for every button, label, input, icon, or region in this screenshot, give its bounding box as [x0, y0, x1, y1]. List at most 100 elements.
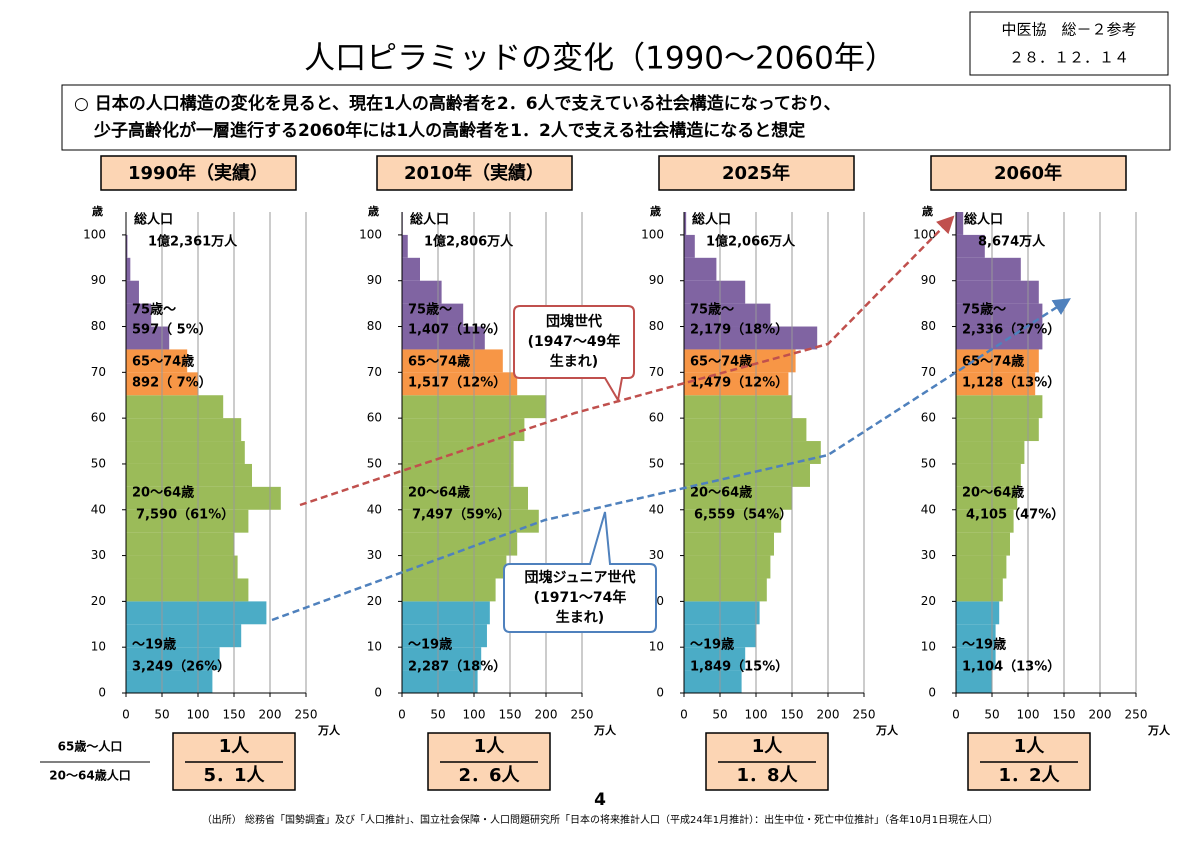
bar	[684, 670, 742, 693]
group-label: 20～64歳	[690, 485, 752, 501]
y-tick-label: 40	[649, 502, 664, 516]
y-tick-label: 100	[913, 227, 936, 241]
bar	[126, 280, 139, 304]
y-tick-label: 20	[921, 594, 936, 608]
bar	[956, 418, 1039, 442]
x-tick-label: 200	[259, 708, 282, 722]
group-label: 65～74歳	[690, 354, 752, 370]
group-label: 1,479（12%）	[690, 375, 788, 391]
bar	[956, 257, 1021, 281]
y-tick-label: 70	[91, 365, 106, 379]
bar	[684, 326, 818, 350]
bar	[126, 532, 234, 556]
bar	[684, 441, 821, 464]
y-tick-label: 10	[649, 640, 664, 654]
bar	[956, 326, 1043, 350]
y-tick-label: 0	[374, 686, 382, 700]
y-axis-label: 歳	[922, 204, 933, 218]
x-tick-label: 200	[535, 708, 558, 722]
y-tick-label: 60	[921, 411, 936, 425]
bar	[126, 463, 252, 487]
y-tick-label: 70	[367, 365, 382, 379]
summary-line: 少子高齢化が一層進行する2060年には1人の高齢者を1．2人で支える社会構造にな…	[93, 120, 805, 141]
bar	[402, 486, 528, 510]
chart-title: 1990年（実績）	[128, 162, 268, 184]
group-label: 総人口	[964, 212, 1003, 228]
x-axis-label: 万人	[593, 723, 617, 737]
y-tick-label: 80	[367, 319, 382, 333]
x-tick-label: 0	[952, 708, 960, 722]
x-tick-label: 50	[984, 708, 999, 722]
y-tick-label: 70	[921, 365, 936, 379]
year-box	[376, 155, 573, 191]
callout-text: 団塊世代	[546, 313, 602, 330]
y-tick-label: 80	[649, 319, 664, 333]
group-label: 総人口	[410, 212, 449, 228]
bar	[956, 509, 1014, 533]
ratio-label: 20～64歳人口	[49, 768, 130, 783]
y-tick-label: 0	[928, 686, 936, 700]
bar	[956, 463, 1021, 487]
bar	[126, 601, 267, 625]
callout-text: (1971～74年	[534, 589, 627, 606]
x-axis-label: 万人	[1147, 723, 1171, 737]
y-tick-label: 80	[91, 319, 106, 333]
bar	[126, 624, 242, 648]
bar	[684, 509, 782, 533]
x-tick-label: 150	[781, 708, 804, 722]
title: 人口ピラミッドの変化（1990～2060年）	[304, 41, 896, 77]
y-tick-label: 80	[921, 319, 936, 333]
ratio-label: 65歳～人口	[58, 739, 123, 754]
y-tick-label: 40	[91, 502, 106, 516]
stamp-line: ２８．１２．１４	[1009, 49, 1129, 67]
y-tick-label: 70	[649, 365, 664, 379]
y-tick-label: 50	[91, 456, 106, 470]
bar	[956, 486, 1018, 510]
group-label: 65～74歳	[132, 354, 194, 370]
bar	[126, 555, 238, 579]
y-tick-label: 10	[367, 640, 382, 654]
group-label: 2,287（18%）	[408, 659, 506, 675]
group-label: 7,590（61%）	[136, 507, 234, 523]
y-tick-label: 100	[641, 227, 664, 241]
callout-text: 生まれ)	[550, 353, 598, 370]
x-tick-label: 200	[1089, 708, 1112, 722]
bar	[684, 532, 774, 556]
year-box	[100, 155, 297, 191]
bar	[956, 349, 1039, 373]
x-tick-label: 0	[122, 708, 130, 722]
bar	[402, 463, 514, 487]
y-tick-label: 50	[367, 456, 382, 470]
bar	[126, 441, 245, 464]
bar	[402, 372, 518, 396]
y-tick-label: 90	[649, 273, 664, 287]
bar	[684, 372, 789, 396]
y-tick-label: 10	[91, 640, 106, 654]
bar	[684, 280, 746, 304]
bar	[684, 578, 767, 602]
bar	[684, 303, 771, 327]
y-tick-label: 50	[921, 456, 936, 470]
x-tick-label: 150	[499, 708, 522, 722]
y-tick-label: 30	[367, 548, 382, 562]
group-label: 20～64歳	[408, 485, 470, 501]
x-tick-label: 250	[853, 708, 876, 722]
summary-box	[61, 84, 1171, 151]
y-tick-label: 30	[649, 548, 664, 562]
bar	[402, 578, 496, 602]
bar	[126, 257, 131, 281]
bar	[402, 280, 442, 304]
callout-text: (1947～49年	[528, 333, 621, 350]
bar	[402, 326, 485, 350]
source: （出所） 総務省「国勢調査」及び「人口推計」、国立社会保障・人口問題研究所「日本…	[202, 813, 998, 826]
group-label: 75歳～	[132, 302, 176, 318]
bar	[684, 212, 687, 235]
page-number: 4	[594, 790, 606, 810]
summary-line: ○ 日本の人口構造の変化を見ると、現在1人の高齢者を2．6人で支えている社会構造…	[74, 93, 841, 114]
bar	[402, 303, 464, 327]
group-label: ～19歳	[408, 637, 452, 653]
year-box	[658, 155, 855, 191]
bar	[956, 234, 985, 258]
ratio-num: 1人	[752, 736, 784, 757]
bar	[684, 418, 807, 442]
